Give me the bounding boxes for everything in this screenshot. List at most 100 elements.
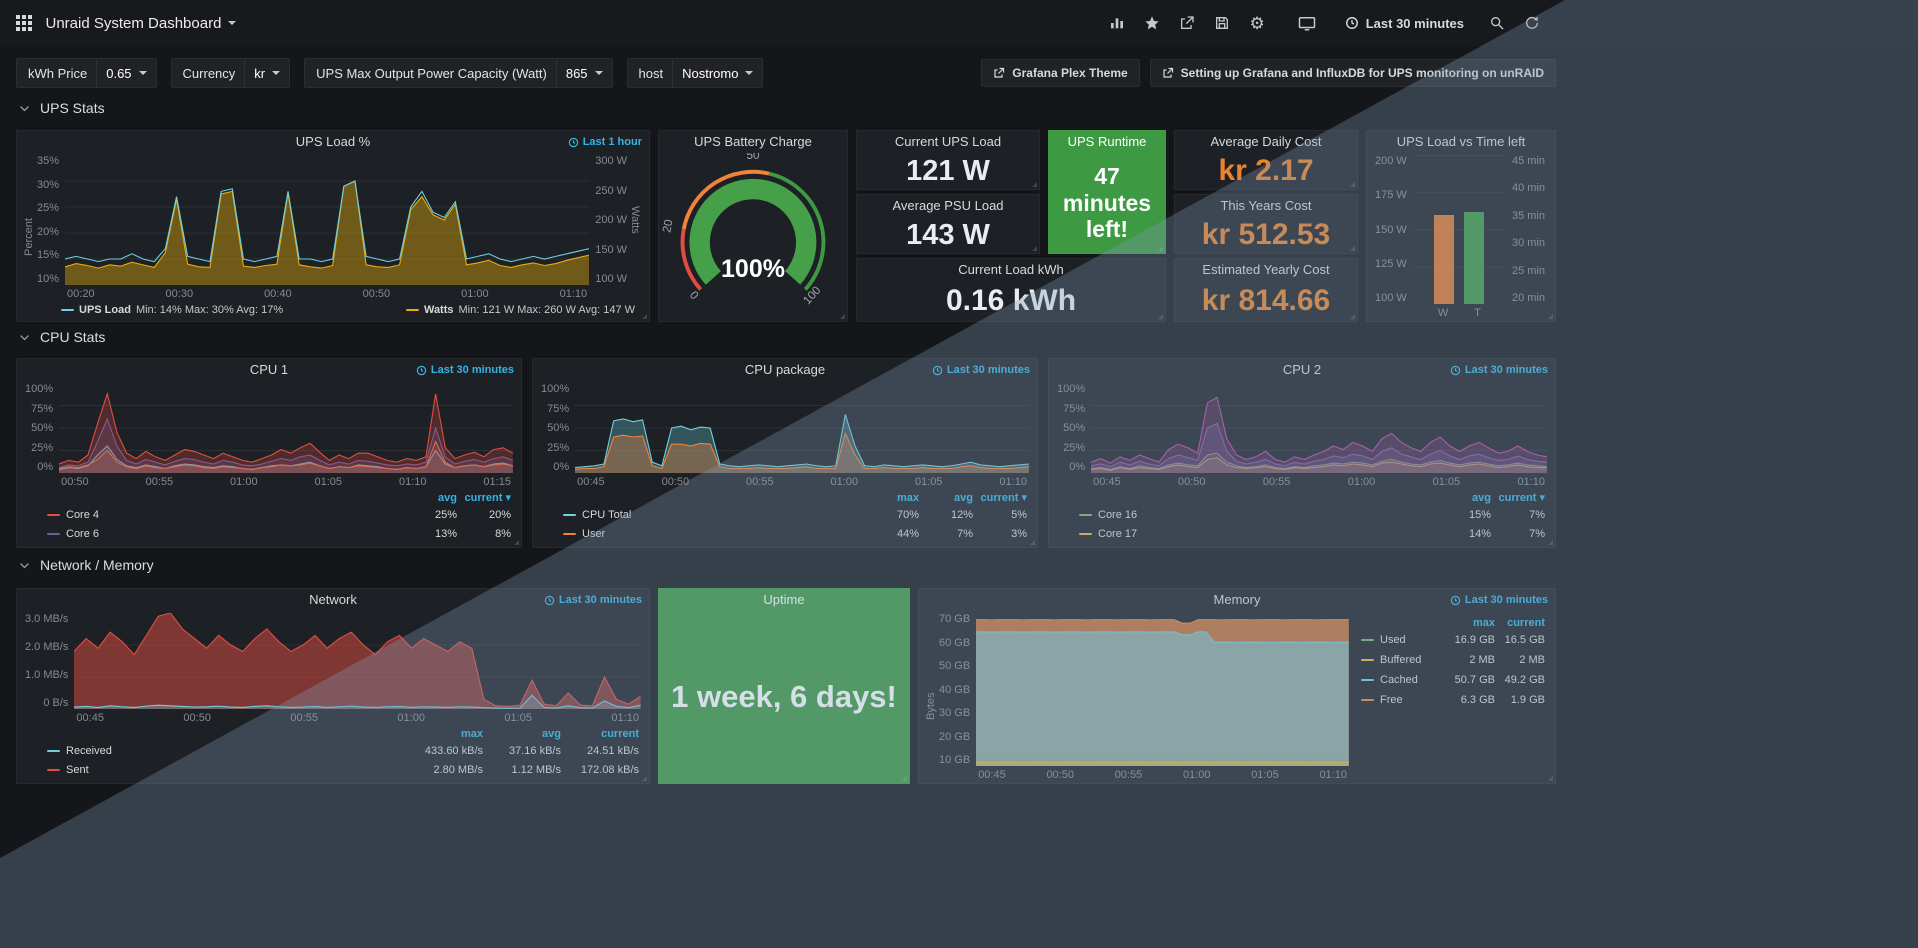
panel-title[interactable]: UPS Runtime [1067,134,1147,149]
axis-tick: 1.0 MB/s [25,669,69,681]
add-panel-icon[interactable] [1109,15,1125,31]
panel-time-badge[interactable]: Last 30 minutes [932,364,1030,376]
axis-tick: 00:45 [978,768,1006,781]
axis-tick: 200 W [595,214,627,226]
y-axis-left: 100% 75% 50% 25% 0% [539,383,575,490]
save-icon[interactable] [1214,15,1230,31]
axis-tick: 30 min [1511,237,1545,250]
legend-column-avg[interactable]: avg [542,727,561,740]
axis-tick: 01:00 [230,475,258,488]
legend-column-max[interactable]: max [896,491,919,504]
axis-tick: 00:50 [1178,475,1206,488]
legend-column-current[interactable]: current ▾ [980,492,1027,504]
settings-gear-icon[interactable]: ⚙ [1249,13,1265,33]
panel-time-badge[interactable]: Last 1 hour [568,136,642,148]
cpu2-chart[interactable] [1091,383,1547,473]
time-range-picker[interactable]: Last 30 minutes [1345,16,1464,31]
legend-item[interactable]: Free 6.3 GB 1.9 GB [1361,690,1545,710]
legend-item[interactable]: Core 6 13% 8% [47,524,511,543]
external-link-icon [1163,67,1173,78]
panel-title[interactable]: Uptime [763,592,805,607]
legend-column-avg[interactable]: avg [1472,491,1491,504]
axis-tick: 100% [25,383,54,395]
legend-item[interactable]: Core 4 25% 20% [47,505,511,524]
panel-title[interactable]: This Years Cost [1220,198,1312,213]
legend-item[interactable]: Watts Min: 121 W Max: 260 W Avg: 147 W [405,304,635,316]
zoom-out-icon[interactable] [1489,15,1505,31]
axis-tick: 01:00 [1182,768,1211,781]
legend: avg current ▾ Core 16 15% 7% Core 17 14% 7% [1049,490,1555,547]
star-icon[interactable] [1144,15,1160,31]
section-network-memory[interactable]: Network / Memory [18,557,154,573]
panel-title[interactable]: CPU package [744,362,826,377]
variable-ups-max-output[interactable]: UPS Max Output Power Capacity (Watt) 865 [304,58,613,88]
panel-title[interactable]: Network [309,592,357,607]
ups-load-chart[interactable] [65,155,590,285]
legend-column-avg[interactable]: avg [954,491,973,504]
refresh-icon[interactable] [1524,15,1540,31]
variable-host[interactable]: host Nostromo [626,58,764,88]
panel-title[interactable]: CPU 2 [1282,362,1322,377]
legend-item[interactable]: Sent 2.80 MB/s 1.12 MB/s 172.08 kB/s [47,760,639,779]
panel-title[interactable]: UPS Load vs Time left [1396,134,1526,149]
panel-title[interactable]: CPU 1 [249,362,289,377]
legend-item[interactable]: Buffered 2 MB 2 MB [1361,650,1545,670]
legend-item[interactable]: User 44% 7% 3% [563,524,1027,543]
panel-time-badge[interactable]: Last 30 minutes [1450,364,1548,376]
legend-column-max[interactable]: max [1472,616,1495,629]
axis-tick: 300 W [595,155,627,167]
legend-column-max[interactable]: max [460,727,483,740]
panel-cpu2: CPU 2 Last 30 minutes 100% 75% 50% 25% 0% 00… [1048,358,1556,548]
y-axis-right: 300 W 250 W 200 W 150 W 100 W [589,155,629,302]
memory-chart[interactable] [976,613,1349,766]
axis-tick: 0% [1069,461,1086,473]
legend-column-current[interactable]: current ▾ [464,492,511,504]
battery-gauge[interactable]: 0 20 50 100 [659,153,847,319]
bar-t[interactable] [1464,211,1485,304]
series-color-swatch [563,513,576,516]
variable-kwh-price[interactable]: kWh Price 0.65 [16,58,157,88]
legend-item[interactable]: CPU Total 70% 12% 5% [563,505,1027,524]
cpu1-chart[interactable] [59,383,513,473]
legend-item[interactable]: Core 17 14% 7% [1079,524,1545,543]
share-icon[interactable] [1179,15,1195,31]
legend-item[interactable]: Used 16.9 GB 16.5 GB [1361,630,1545,650]
panel-time-badge[interactable]: Last 30 minutes [1450,594,1548,606]
legend-column-current[interactable]: current [601,727,639,740]
panel-time-badge[interactable]: Last 30 minutes [544,594,642,606]
panel-title[interactable]: UPS Load % [295,134,371,149]
legend-column-avg[interactable]: avg [438,491,457,504]
panel-title[interactable]: Memory [1213,592,1261,607]
legend-item[interactable]: Received 433.60 kB/s 37.16 kB/s 24.51 kB/s [47,741,639,760]
panel-title[interactable]: Current UPS Load [894,134,1002,149]
panel-title[interactable]: Average Daily Cost [1210,134,1322,149]
cpu-package-chart[interactable] [575,383,1029,473]
panel-time-badge[interactable]: Last 30 minutes [416,364,514,376]
network-chart[interactable] [74,613,641,709]
panel-current-load-kwh: Current Load kWh 0.16 kWh [856,258,1166,322]
section-ups-stats[interactable]: UPS Stats [18,100,105,116]
legend-item[interactable]: Core 16 15% 7% [1079,505,1545,524]
section-cpu-stats[interactable]: CPU Stats [18,329,105,345]
legend-value: 7% [1529,527,1545,540]
legend-item[interactable]: UPS Load Min: 14% Max: 30% Avg: 17% [61,304,283,316]
link-grafana-plex-theme[interactable]: Grafana Plex Theme [981,59,1140,87]
ups-vs-time-chart[interactable] [1412,155,1506,304]
panel-title[interactable]: Average PSU Load [892,198,1004,213]
dashboard-title[interactable]: Unraid System Dashboard [46,15,237,32]
legend-column-current[interactable]: current [1507,616,1545,629]
panel-title[interactable]: Current Load kWh [958,262,1064,277]
panel-title[interactable]: Estimated Yearly Cost [1202,262,1330,277]
legend-item[interactable]: Cached 50.7 GB 49.2 GB [1361,670,1545,690]
dashboard-picker-icon[interactable] [16,15,32,31]
y-axis-label-right: Watts [629,206,641,234]
panel-title[interactable]: UPS Battery Charge [694,134,812,149]
axis-tick: 01:10 [999,475,1027,488]
bar-w[interactable] [1434,214,1455,304]
link-ups-monitoring-guide[interactable]: Setting up Grafana and InfluxDB for UPS … [1149,59,1556,87]
variable-currency[interactable]: Currency kr [170,58,291,88]
tv-mode-icon[interactable] [1298,14,1316,32]
variable-value: Nostromo [672,59,762,87]
axis-tick: 20 min [1511,291,1545,304]
legend-column-current[interactable]: current ▾ [1498,492,1545,504]
